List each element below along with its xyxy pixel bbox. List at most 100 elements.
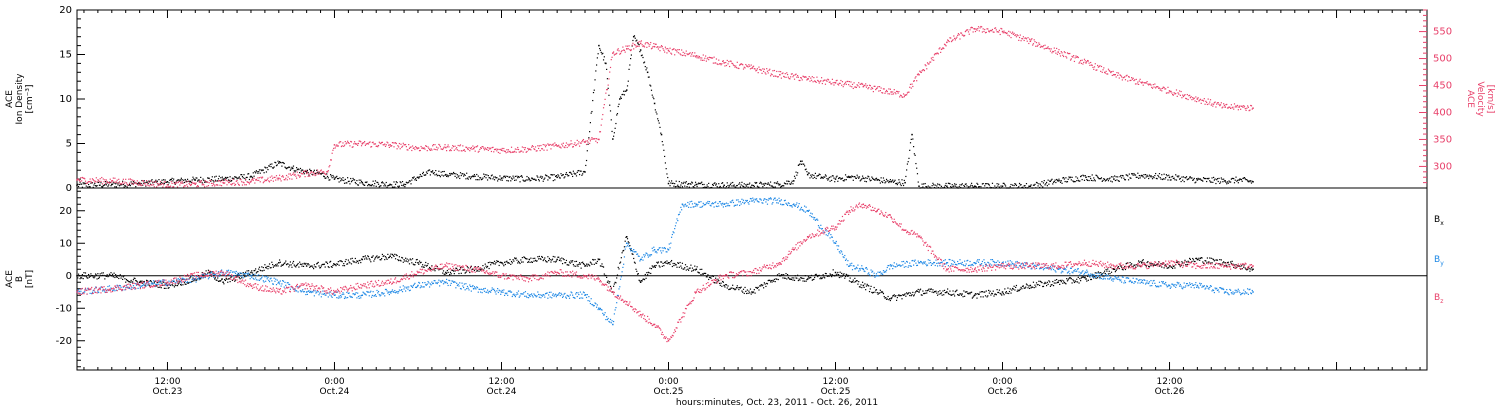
bx-point [616, 274, 619, 276]
velocity-point [86, 182, 88, 184]
bx-point [544, 257, 546, 259]
ion-density-point [246, 176, 248, 179]
ion-density-point [274, 161, 276, 163]
by-point [297, 291, 299, 293]
bx-point [773, 280, 775, 282]
by-point [197, 278, 199, 280]
velocity-point [1133, 79, 1135, 82]
bx-point [396, 254, 398, 257]
velocity-point [759, 69, 762, 71]
velocity-point [1004, 32, 1006, 34]
bx-point [1076, 278, 1078, 280]
bx-point [766, 283, 769, 285]
velocity-point [299, 176, 301, 178]
bx-point [973, 294, 976, 296]
velocity-point [493, 151, 495, 153]
ion-density-point [972, 186, 974, 188]
ion-density-point [1124, 179, 1126, 181]
bx-point [861, 287, 863, 289]
velocity-point [1110, 71, 1113, 73]
velocity-point [261, 176, 264, 178]
bx-point [383, 255, 385, 257]
ion-density-point [382, 182, 384, 184]
ion-density-point [359, 182, 361, 184]
bx-point [862, 284, 865, 287]
velocity-point [892, 93, 895, 95]
ion-density-point [1215, 182, 1217, 185]
ion-density-point [779, 183, 781, 186]
ion-density-point [293, 170, 295, 172]
ion-density-point [396, 181, 398, 184]
ion-density-point [650, 89, 653, 91]
bx-point [311, 265, 313, 267]
velocity-point [636, 45, 639, 47]
ion-density-point [865, 181, 868, 183]
velocity-point [777, 76, 779, 78]
by-point [256, 274, 258, 277]
ion-density-point [446, 174, 448, 176]
bx-point [551, 258, 554, 260]
velocity-point [262, 182, 264, 184]
velocity-point [972, 31, 974, 33]
bx-point [887, 295, 889, 298]
bx-point [1039, 284, 1041, 287]
by-point [295, 290, 297, 292]
bx-point [811, 279, 813, 281]
ion-density-point [89, 186, 91, 188]
velocity-point [1018, 39, 1020, 41]
by-point [288, 283, 290, 285]
ion-density-point [1101, 180, 1103, 182]
ion-density-point [1056, 178, 1058, 181]
ion-density-point [275, 162, 277, 164]
bx-point [993, 295, 995, 297]
ion-density-point [203, 179, 205, 182]
by-point [107, 285, 109, 288]
velocity-point [943, 43, 946, 45]
by-point [89, 292, 91, 294]
ion-density-point [141, 179, 143, 182]
ion-density-point [689, 183, 691, 185]
bx-point [680, 265, 682, 267]
bx-point [360, 261, 362, 264]
ion-density-point [1238, 179, 1240, 181]
velocity-point [372, 141, 374, 143]
ion-density-point [330, 175, 332, 177]
velocity-point [133, 180, 135, 182]
ion-density-point [583, 170, 585, 173]
ion-density-point [595, 64, 598, 66]
velocity-point [414, 148, 416, 151]
velocity-point [789, 78, 791, 80]
velocity-point [769, 75, 772, 77]
ion-density-point [357, 184, 360, 186]
velocity-point [99, 178, 101, 180]
velocity-point [872, 91, 874, 93]
ion-density-point [276, 164, 278, 166]
ion-density-point [653, 98, 655, 100]
bx-point [436, 265, 438, 268]
by-point [205, 274, 207, 276]
velocity-point [117, 182, 119, 184]
ion-density-point [531, 177, 533, 179]
bx-point [305, 262, 307, 265]
bx-point [452, 270, 455, 272]
bx-point [501, 262, 503, 264]
ion-density-point [434, 174, 436, 176]
ion-density-point [97, 181, 99, 183]
bx-point [790, 278, 793, 281]
velocity-point [1059, 55, 1062, 57]
bx-point [606, 281, 609, 283]
by-point [278, 283, 281, 285]
bx-point [304, 263, 306, 265]
velocity-point [210, 182, 213, 184]
bx-point [1125, 263, 1127, 265]
ion-density-point [1199, 178, 1201, 180]
ion-density-point [1068, 176, 1070, 178]
velocity-point [445, 146, 447, 149]
velocity-point [97, 179, 99, 181]
ion-density-point [762, 183, 765, 185]
ion-density-point [81, 183, 83, 185]
velocity-point [227, 182, 230, 184]
bx-point [323, 263, 325, 266]
bx-point [1074, 280, 1076, 282]
ion-density-point [1182, 176, 1185, 178]
